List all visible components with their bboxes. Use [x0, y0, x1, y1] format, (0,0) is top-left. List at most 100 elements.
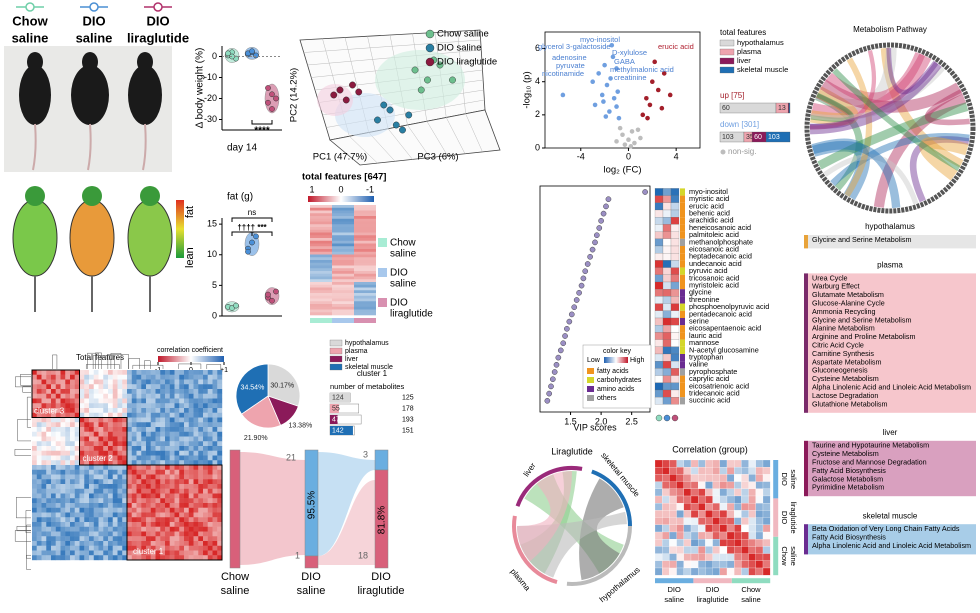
heatmap-cell [332, 227, 354, 231]
x-tick-label: 0 [626, 151, 631, 161]
key-label: carbohydrates [597, 377, 642, 384]
heatmap-cell [198, 374, 204, 380]
heatmap-cell [79, 370, 85, 375]
heatmap-cell [117, 526, 123, 532]
heatmap-cell [705, 546, 713, 554]
heatmap-cell [93, 498, 99, 504]
heatmap-cell [41, 484, 47, 489]
heatmap-cell [207, 460, 213, 466]
heatmap-cell [662, 517, 670, 525]
heatmap-cell [84, 403, 90, 409]
heatmap-cell [108, 384, 113, 390]
heatmap-cell [174, 493, 180, 499]
thermal-mouse [127, 199, 173, 277]
heatmap-cell [70, 455, 75, 461]
heatmap-cell [662, 389, 672, 398]
heatmap-cell [212, 479, 218, 485]
heatmap-cell [131, 469, 137, 475]
heatmap-cell [155, 498, 161, 504]
heatmap-cell [84, 469, 90, 475]
heatmap-cell [117, 370, 123, 375]
heatmap-cell [65, 450, 71, 456]
heatmap-cell [165, 422, 170, 428]
heatmap-cell [84, 550, 90, 556]
sankey-node [374, 469, 389, 569]
heatmap-cell [332, 309, 354, 313]
heatmap-cell [755, 488, 764, 497]
heatmap-cell [89, 403, 94, 409]
heatmap-cell [117, 374, 123, 380]
heatmap-cell [60, 555, 66, 561]
heatmap-cell [89, 465, 94, 470]
heatmap-cell [55, 545, 61, 551]
cluster-label: cluster 3 [34, 407, 65, 416]
data-point [659, 105, 665, 111]
heatmap-cell [117, 469, 123, 475]
heatmap-cell [108, 436, 113, 442]
chord-ribbon [809, 60, 942, 135]
data-point [609, 42, 615, 48]
heatmap-cell [117, 436, 123, 442]
heatmap-cell [103, 465, 109, 470]
heatmap-cell [734, 531, 742, 540]
heatmap-cell [98, 522, 104, 527]
heatmap-cell [184, 465, 189, 470]
heatmap-cell [160, 436, 166, 442]
heatmap-cell [98, 384, 104, 390]
heatmap-cell [212, 412, 218, 418]
heatmap-cell [36, 379, 42, 385]
heatmap-cell [193, 498, 199, 504]
heatmap-cell [89, 370, 94, 375]
heatmap-cell [726, 524, 735, 533]
vip-dot [603, 203, 609, 210]
heatmap-cell [155, 446, 161, 451]
heatmap-cell [131, 498, 137, 504]
heatmap-cell [212, 427, 218, 432]
heatmap-cell [712, 481, 720, 489]
heatmap-cell [217, 484, 223, 489]
heatmap-cell [193, 408, 199, 413]
x-axis-label: day 14 [227, 143, 257, 154]
group-label: liraglutide [789, 502, 798, 534]
heatmap-cell [174, 484, 180, 489]
heatmap-cell [165, 493, 170, 499]
heatmap-cell [70, 427, 75, 432]
heatmap-cell [112, 503, 118, 508]
heatmap-cell [662, 353, 672, 362]
heatmap-cell [174, 441, 180, 447]
heatmap-cell [46, 393, 52, 399]
heatmap-cell [698, 510, 706, 518]
heatmap-cell [198, 545, 204, 551]
heatmap-cell [79, 469, 85, 475]
legend-swatch [719, 66, 735, 74]
heatmap-cell [32, 412, 37, 418]
heatmap-cell [719, 467, 728, 475]
metabolite-label: phosphoenolpyruvic acid [689, 302, 769, 311]
x-tick-label: -4 [577, 151, 585, 161]
heatmap-cell [46, 450, 52, 456]
heatmap-cell [70, 370, 75, 375]
heatmap-cell [741, 524, 749, 533]
bar-label: 124 [332, 394, 344, 401]
heatmap-cell [741, 495, 749, 504]
heatmap-cell [32, 417, 37, 423]
heatmap-cell [193, 512, 199, 518]
heatmap-cell [131, 465, 137, 470]
heatmap-cell [70, 536, 75, 542]
heatmap-cell [174, 436, 180, 442]
vip-dot [544, 397, 551, 404]
heatmap-cell [46, 417, 52, 423]
heatmap-cell [654, 209, 664, 218]
heatmap-cell [662, 289, 672, 297]
heatmap-cell [310, 271, 332, 275]
legend-label: DIO [82, 13, 105, 28]
heatmap-cell [117, 460, 123, 466]
heatmap-cell [726, 560, 735, 569]
heatmap-cell [41, 455, 47, 461]
heatmap-cell [184, 545, 189, 551]
heatmap-cell [207, 498, 213, 504]
chord-ribbon [880, 47, 964, 168]
heatmap-cell [207, 541, 213, 546]
heatmap-cell [108, 446, 113, 451]
legend-swatch [329, 355, 343, 363]
